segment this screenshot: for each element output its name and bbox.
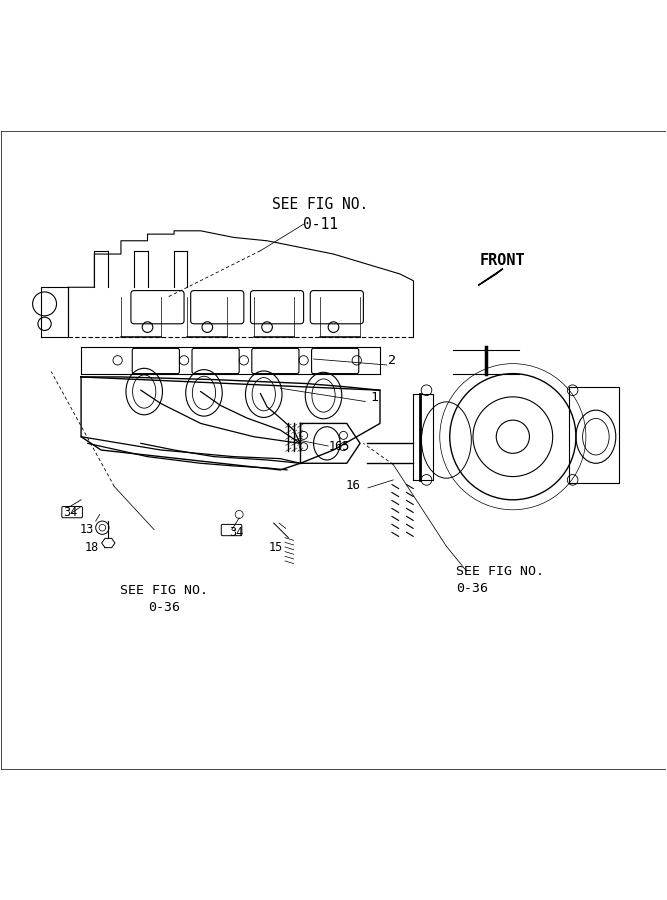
Text: 165: 165 (329, 440, 350, 453)
Text: 16: 16 (345, 479, 360, 491)
Text: 34: 34 (229, 526, 243, 539)
Text: SEE FIG NO.
0-36: SEE FIG NO. 0-36 (120, 584, 208, 615)
Text: 34: 34 (63, 507, 77, 519)
Text: 18: 18 (85, 541, 99, 554)
Text: SEE FIG NO.
0-36: SEE FIG NO. 0-36 (456, 564, 544, 595)
Text: 1: 1 (370, 391, 378, 404)
Text: FRONT: FRONT (480, 253, 525, 268)
Polygon shape (478, 269, 503, 285)
Text: 13: 13 (80, 523, 94, 536)
Text: SEE FIG NO.
0-11: SEE FIG NO. 0-11 (272, 197, 368, 231)
Text: 15: 15 (269, 541, 283, 554)
Text: 2: 2 (388, 354, 396, 366)
